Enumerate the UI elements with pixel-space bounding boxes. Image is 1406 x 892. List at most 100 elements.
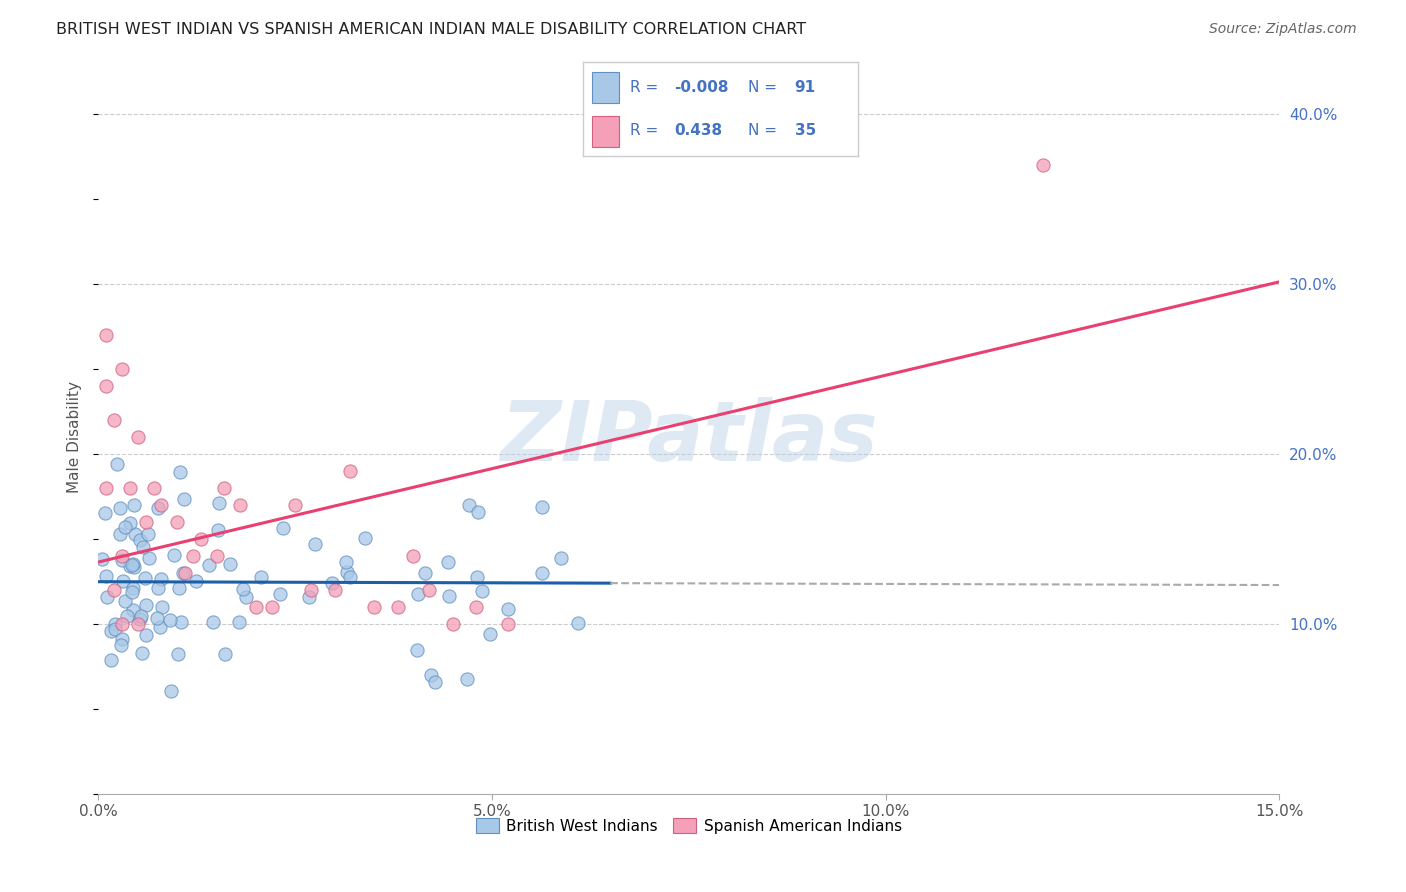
Point bbox=[339, 570, 361, 584]
Point bbox=[465, 599, 488, 614]
Point bbox=[111, 553, 134, 567]
Point bbox=[150, 572, 173, 586]
Point bbox=[336, 566, 359, 580]
Point bbox=[104, 623, 127, 637]
Point bbox=[202, 615, 225, 630]
Point bbox=[160, 683, 183, 698]
Point bbox=[284, 498, 307, 512]
Point bbox=[437, 589, 460, 603]
Point bbox=[120, 516, 142, 531]
Point bbox=[122, 582, 145, 596]
Text: R =: R = bbox=[630, 123, 658, 138]
Point bbox=[110, 638, 132, 652]
Point bbox=[132, 541, 155, 555]
Point bbox=[339, 464, 361, 478]
Point bbox=[122, 560, 145, 574]
Point bbox=[467, 505, 489, 519]
Point bbox=[148, 581, 170, 595]
Point bbox=[122, 498, 145, 512]
Point bbox=[441, 617, 464, 632]
Point bbox=[122, 558, 145, 572]
Point bbox=[124, 526, 146, 541]
Point bbox=[530, 566, 553, 581]
Point bbox=[111, 617, 134, 632]
Point bbox=[304, 537, 326, 551]
Point bbox=[169, 465, 191, 479]
Point bbox=[298, 591, 321, 605]
Bar bbox=[592, 116, 619, 147]
Point bbox=[530, 500, 553, 515]
Point bbox=[550, 551, 572, 566]
Point bbox=[136, 526, 159, 541]
Point bbox=[269, 586, 291, 600]
Point bbox=[91, 552, 114, 566]
Point bbox=[419, 668, 441, 682]
Point bbox=[471, 583, 494, 598]
Point bbox=[456, 672, 478, 686]
Point bbox=[115, 608, 138, 623]
Point bbox=[105, 458, 128, 472]
Point bbox=[190, 532, 212, 546]
Point bbox=[118, 481, 141, 495]
Text: -0.008: -0.008 bbox=[673, 80, 728, 95]
Point bbox=[96, 328, 118, 343]
Point bbox=[354, 531, 377, 545]
Point bbox=[197, 558, 219, 573]
Point bbox=[96, 379, 118, 393]
Text: Source: ZipAtlas.com: Source: ZipAtlas.com bbox=[1209, 22, 1357, 37]
Point bbox=[96, 481, 118, 495]
Point bbox=[214, 647, 236, 661]
Point bbox=[423, 675, 446, 690]
Point bbox=[142, 481, 165, 495]
Point bbox=[299, 582, 322, 597]
Point bbox=[127, 430, 149, 444]
Point bbox=[250, 570, 273, 584]
Point bbox=[138, 551, 160, 566]
Point bbox=[111, 549, 134, 563]
Point bbox=[103, 582, 125, 597]
Point bbox=[162, 549, 184, 563]
Point bbox=[496, 617, 519, 632]
Text: R =: R = bbox=[630, 80, 658, 95]
Point bbox=[218, 558, 240, 572]
Point bbox=[121, 584, 143, 599]
Point bbox=[436, 556, 458, 570]
Text: 35: 35 bbox=[794, 123, 815, 138]
Point bbox=[128, 611, 150, 625]
Point bbox=[121, 558, 143, 573]
Point bbox=[228, 615, 250, 629]
Text: 91: 91 bbox=[794, 80, 815, 95]
Point bbox=[181, 549, 204, 563]
Bar bbox=[592, 72, 619, 103]
Point bbox=[323, 582, 346, 597]
Point bbox=[146, 501, 169, 516]
Point bbox=[149, 620, 172, 634]
Point bbox=[145, 611, 167, 625]
Point bbox=[129, 533, 152, 547]
Point bbox=[150, 498, 173, 512]
Point bbox=[166, 515, 188, 529]
Point bbox=[114, 594, 136, 608]
Point bbox=[131, 647, 153, 661]
Legend: British West Indians, Spanish American Indians: British West Indians, Spanish American I… bbox=[470, 812, 908, 839]
Point bbox=[413, 566, 436, 581]
Point bbox=[235, 590, 257, 604]
Point bbox=[229, 498, 252, 512]
Point bbox=[103, 413, 125, 427]
Point bbox=[118, 558, 141, 573]
Point bbox=[159, 613, 181, 627]
Point bbox=[479, 627, 502, 641]
Point bbox=[122, 603, 145, 617]
Point bbox=[496, 602, 519, 616]
Point bbox=[207, 496, 229, 510]
Point bbox=[207, 524, 229, 538]
Point bbox=[173, 491, 195, 506]
Point bbox=[1032, 158, 1054, 172]
Point bbox=[418, 582, 440, 597]
Point bbox=[134, 571, 156, 585]
Point bbox=[363, 599, 385, 614]
Text: BRITISH WEST INDIAN VS SPANISH AMERICAN INDIAN MALE DISABILITY CORRELATION CHART: BRITISH WEST INDIAN VS SPANISH AMERICAN … bbox=[56, 22, 807, 37]
Point bbox=[406, 587, 429, 601]
Point bbox=[150, 599, 173, 614]
Point bbox=[135, 598, 157, 612]
